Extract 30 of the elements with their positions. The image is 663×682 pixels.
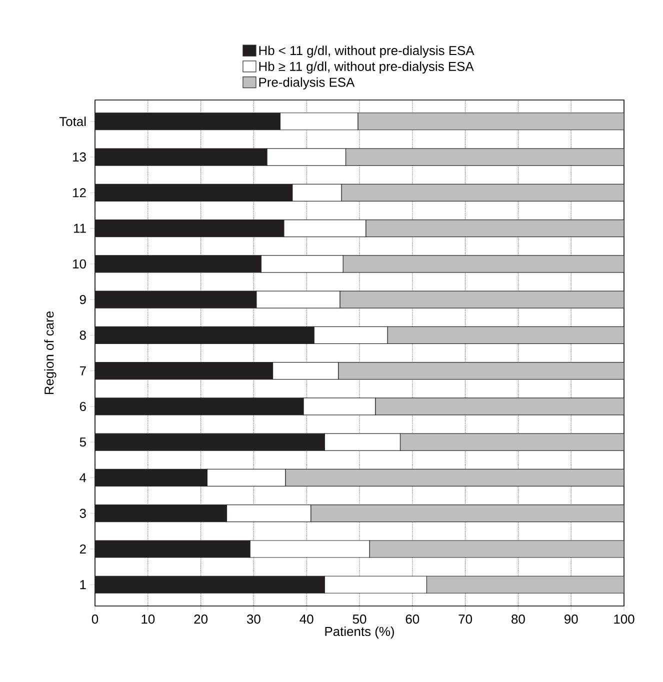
- y-tick-label: 7: [80, 366, 86, 376]
- legend-label: Hb ≥ 11 g/dl, without pre-dialysis ESA: [259, 61, 474, 74]
- x-tick-label: 40: [300, 614, 314, 624]
- x-tick-label: 70: [458, 614, 472, 624]
- x-tick-label: 20: [194, 614, 208, 624]
- legend-label: Pre-dialysis ESA: [259, 77, 355, 90]
- y-tick-label: 11: [74, 224, 86, 233]
- y-tick-label: Total: [59, 116, 86, 126]
- y-tick-label: 13: [73, 152, 86, 162]
- x-tick-label: 30: [247, 614, 260, 624]
- x-axis-title: Patients (%): [325, 626, 394, 639]
- y-tick-label: 4: [80, 473, 86, 482]
- y-tick-label: 2: [80, 544, 86, 554]
- y-tick-label: 12: [73, 188, 86, 198]
- x-tick-label: 10: [142, 614, 155, 624]
- legend-label: Hb < 11 g/dl, without pre-dialysis ESA: [259, 46, 474, 58]
- x-tick-label: 60: [406, 614, 420, 624]
- y-tick-label: 9: [80, 294, 86, 304]
- x-tick-label: 50: [352, 614, 366, 624]
- y-tick-label: 10: [73, 259, 86, 269]
- y-tick-label: 1: [80, 580, 86, 590]
- y-axis-title: Region of care: [44, 311, 56, 394]
- x-tick-label: 80: [512, 614, 525, 624]
- y-tick-label: 6: [80, 402, 86, 412]
- y-tick-label: 8: [80, 330, 86, 340]
- y-tick-label: 3: [80, 508, 86, 518]
- x-tick-label: 90: [564, 614, 578, 624]
- x-tick-label: 100: [614, 614, 634, 624]
- y-tick-label: 5: [80, 438, 86, 447]
- x-tick-label: 0: [92, 614, 98, 624]
